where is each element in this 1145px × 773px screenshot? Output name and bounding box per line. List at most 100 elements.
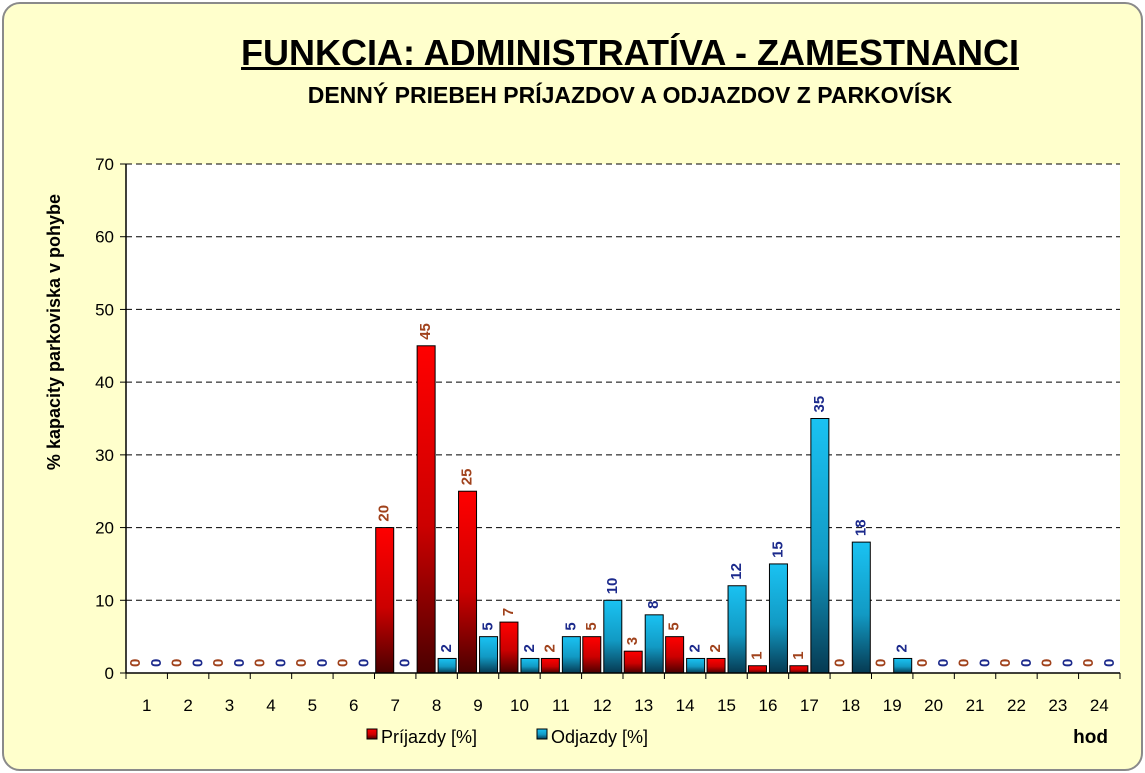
- x-tick-label: 5: [308, 696, 317, 715]
- odjazdy-data-label: 2: [438, 644, 455, 652]
- prijazdy-data-label: 7: [500, 608, 517, 616]
- odjazdy-data-label: 35: [811, 396, 828, 413]
- odjazdy-data-label: 0: [397, 659, 414, 667]
- odjazdy-bar: [727, 585, 747, 674]
- prijazdy-bar: [375, 527, 395, 674]
- odjazdy-data-label: 0: [231, 659, 248, 667]
- odjazdy-data-label: 0: [935, 659, 952, 667]
- x-tick-label: 12: [593, 696, 612, 715]
- odjazdy-bar: [810, 418, 830, 674]
- odjazdy-data-label: 0: [1059, 659, 1076, 667]
- odjazdy-bar: [437, 657, 457, 674]
- prijazdy-data-label: 20: [376, 505, 393, 522]
- y-tick-label: 30: [95, 446, 114, 465]
- odjazdy-bar: [479, 636, 499, 674]
- prijazdy-bar: [458, 490, 478, 674]
- odjazdy-data-label: 0: [1101, 659, 1118, 667]
- x-tick-label: 23: [1048, 696, 1067, 715]
- prijazdy-data-label: 0: [293, 659, 310, 667]
- odjazdy-bar: [686, 657, 706, 674]
- y-tick-label: 20: [95, 519, 114, 538]
- prijazdy-data-label: 0: [251, 659, 268, 667]
- x-tick-label: 3: [225, 696, 234, 715]
- x-tick-label: 14: [676, 696, 695, 715]
- x-tick-label: 19: [883, 696, 902, 715]
- prijazdy-bar: [789, 665, 809, 674]
- odjazdy-data-label: 0: [314, 659, 331, 667]
- prijazdy-data-label: 0: [169, 659, 186, 667]
- x-tick-label: 13: [634, 696, 653, 715]
- prijazdy-bar: [706, 657, 726, 674]
- x-tick-label: 6: [349, 696, 358, 715]
- x-tick-label: 10: [510, 696, 529, 715]
- x-tick-label: 7: [390, 696, 399, 715]
- odjazdy-data-label: 10: [604, 578, 621, 595]
- prijazdy-data-label: 0: [997, 659, 1014, 667]
- x-tick-label: 21: [966, 696, 985, 715]
- legend-label-odjazdy: Odjazdy [%]: [551, 727, 648, 747]
- odjazdy-data-label: 12: [728, 563, 745, 580]
- prijazdy-bar: [665, 636, 685, 674]
- prijazdy-data-label: 1: [790, 651, 807, 659]
- x-tick-label: 11: [552, 696, 570, 715]
- odjazdy-data-label: 0: [272, 659, 289, 667]
- legend-swatch-prijazdy: [366, 728, 378, 740]
- prijazdy-bar: [540, 657, 560, 674]
- x-tick-label: 9: [473, 696, 482, 715]
- odjazdy-data-label: 5: [562, 622, 579, 630]
- prijazdy-data-label: 0: [210, 659, 227, 667]
- x-tick-label: 2: [183, 696, 192, 715]
- odjazdy-bar: [851, 541, 871, 674]
- prijazdy-data-label: 3: [624, 637, 641, 645]
- x-tick-label: 18: [841, 696, 860, 715]
- odjazdy-bar: [561, 636, 581, 674]
- prijazdy-data-label: 25: [459, 469, 476, 486]
- prijazdy-data-label: 0: [1080, 659, 1097, 667]
- prijazdy-data-label: 1: [748, 651, 765, 659]
- legend-swatch-odjazdy: [536, 728, 548, 740]
- prijazdy-data-label: 0: [1038, 659, 1055, 667]
- x-tick-label: 1: [142, 696, 151, 715]
- odjazdy-data-label: 2: [894, 644, 911, 652]
- odjazdy-bar: [893, 657, 913, 674]
- x-tick-label: 24: [1090, 696, 1109, 715]
- x-tick-label: 17: [800, 696, 819, 715]
- x-tick-label: 22: [1007, 696, 1026, 715]
- prijazdy-data-label: 0: [914, 659, 931, 667]
- odjazdy-data-label: 2: [521, 644, 538, 652]
- odjazdy-bar: [644, 614, 664, 674]
- prijazdy-bar: [747, 665, 767, 674]
- x-tick-label: 4: [266, 696, 275, 715]
- x-tick-label: 16: [758, 696, 777, 715]
- prijazdy-bar: [499, 621, 519, 674]
- y-tick-label: 0: [105, 664, 114, 683]
- odjazdy-data-label: 5: [480, 622, 497, 630]
- y-tick-label: 10: [95, 591, 114, 610]
- plot-area: [126, 164, 1120, 673]
- x-tick-label: 15: [717, 696, 736, 715]
- odjazdy-data-label: 0: [977, 659, 994, 667]
- prijazdy-data-label: 2: [541, 644, 558, 652]
- odjazdy-data-label: 15: [769, 541, 786, 558]
- legend: Príjazdy [%] Odjazdy [%]: [366, 727, 648, 747]
- prijazdy-data-label: 0: [334, 659, 351, 667]
- y-tick-label: 70: [95, 155, 114, 174]
- prijazdy-bar: [416, 345, 436, 674]
- odjazdy-data-label: 0: [355, 659, 372, 667]
- prijazdy-data-label: 5: [583, 622, 600, 630]
- prijazdy-data-label: 45: [417, 323, 434, 340]
- y-tick-label: 50: [95, 300, 114, 319]
- legend-label-prijazdy: Príjazdy [%]: [381, 727, 477, 747]
- prijazdy-bar: [582, 636, 602, 674]
- odjazdy-bar: [520, 657, 540, 674]
- y-tick-label: 60: [95, 228, 114, 247]
- prijazdy-data-label: 0: [831, 659, 848, 667]
- odjazdy-data-label: 18: [852, 519, 869, 536]
- odjazdy-data-label: 0: [148, 659, 165, 667]
- chart-title: FUNKCIA: ADMINISTRATÍVA - ZAMESTNANCI: [241, 32, 1019, 73]
- prijazdy-bar: [623, 650, 643, 674]
- odjazdy-data-label: 0: [1018, 659, 1035, 667]
- x-axis-label: hod: [1073, 727, 1108, 748]
- odjazdy-bar: [768, 563, 788, 674]
